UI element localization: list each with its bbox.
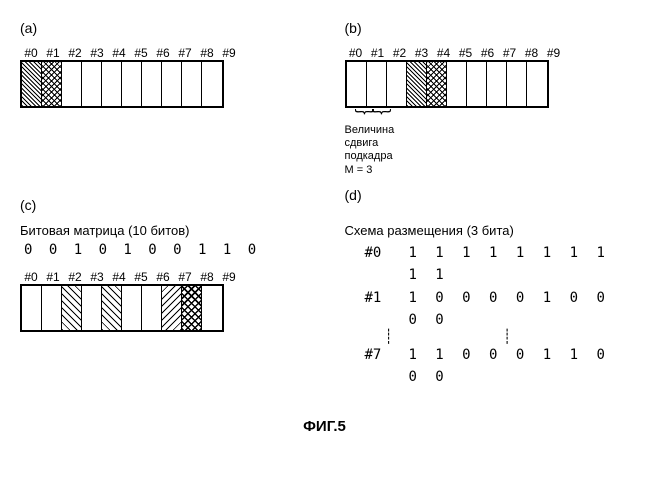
frame-label-7: #7 (499, 46, 521, 60)
panel-d: (d) Схема размещения (3 бита) #0 1 1 1 1… (345, 197, 630, 389)
frame-label-2: #2 (389, 46, 411, 60)
frame-cell-7 (162, 286, 182, 330)
frame-label-6: #6 (152, 270, 174, 284)
frame-cell-8 (182, 286, 202, 330)
frame-label-1: #1 (42, 46, 64, 60)
frame-label-8: #8 (521, 46, 543, 60)
vertical-dots-icon: ┊┊ (385, 333, 630, 341)
figure-grid: (a) #0#1#2#3#4#5#6#7#8#9 (b) #0#1#2#3#4#… (20, 20, 629, 388)
scheme-row-last: #7 1 1 0 0 0 1 1 0 0 0 (365, 344, 630, 389)
frame-cell-3 (82, 62, 102, 106)
frame-label-9: #9 (218, 270, 240, 284)
frame-label-4: #4 (108, 46, 130, 60)
panel-a-frame-row (20, 60, 224, 108)
panel-b-label: (b) (345, 20, 630, 36)
panel-b-frame-labels: #0#1#2#3#4#5#6#7#8#9 (345, 46, 630, 60)
frame-cell-9 (202, 286, 222, 330)
frame-label-3: #3 (86, 46, 108, 60)
frame-label-9: #9 (218, 46, 240, 60)
frame-label-5: #5 (455, 46, 477, 60)
panel-d-title: Схема размещения (3 бита) (345, 223, 630, 238)
frame-cell-3 (82, 286, 102, 330)
panel-c-frame-labels: #0#1#2#3#4#5#6#7#8#9 (20, 270, 305, 284)
panel-c: (c) Битовая матрица (10 битов) 0 0 1 0 1… (20, 197, 305, 389)
scheme-val-0: 1 1 1 1 1 1 1 1 1 1 (408, 242, 629, 287)
frame-cell-3 (407, 62, 427, 106)
frame-label-8: #8 (196, 270, 218, 284)
frame-label-4: #4 (433, 46, 455, 60)
frame-cell-6 (142, 286, 162, 330)
frame-label-7: #7 (174, 270, 196, 284)
brace-text-2: сдвига (345, 137, 630, 150)
frame-label-7: #7 (174, 46, 196, 60)
frame-label-2: #2 (64, 46, 86, 60)
frame-cell-0 (347, 62, 367, 106)
panel-c-label: (c) (20, 197, 305, 213)
frame-cell-6 (142, 62, 162, 106)
frame-cell-7 (487, 62, 507, 106)
frame-label-6: #6 (477, 46, 499, 60)
panel-c-bitstring: 0 0 1 0 1 0 0 1 1 0 (24, 242, 305, 258)
frame-label-5: #5 (130, 46, 152, 60)
frame-cell-4 (102, 286, 122, 330)
brace-text-3: подкадра (345, 150, 630, 163)
frame-label-1: #1 (367, 46, 389, 60)
scheme-val-last: 1 1 0 0 0 1 1 0 0 0 (408, 344, 629, 389)
scheme-key-last: #7 (365, 344, 391, 389)
panel-a: (a) #0#1#2#3#4#5#6#7#8#9 (20, 20, 305, 177)
frame-cell-5 (122, 62, 142, 106)
frame-label-0: #0 (345, 46, 367, 60)
frame-cell-5 (447, 62, 467, 106)
frame-cell-2 (387, 62, 407, 106)
panel-a-label: (a) (20, 20, 305, 36)
frame-label-3: #3 (411, 46, 433, 60)
frame-cell-0 (22, 62, 42, 106)
frame-cell-8 (507, 62, 527, 106)
frame-cell-2 (62, 62, 82, 106)
frame-label-4: #4 (108, 270, 130, 284)
figure-caption: ФИГ.5 (20, 418, 629, 435)
frame-label-0: #0 (20, 270, 42, 284)
frame-cell-7 (162, 62, 182, 106)
frame-cell-4 (102, 62, 122, 106)
panel-b-frame-row (345, 60, 549, 108)
frame-cell-5 (122, 286, 142, 330)
panel-b: (b) #0#1#2#3#4#5#6#7#8#9 ︸︸ Величина сдв… (345, 20, 630, 177)
frame-label-5: #5 (130, 270, 152, 284)
frame-cell-1 (42, 286, 62, 330)
scheme-key-1: #1 (365, 287, 391, 332)
brace-text-1: Величина (345, 124, 630, 137)
scheme-table: #0 1 1 1 1 1 1 1 1 1 1 #1 1 0 0 0 0 1 0 … (365, 242, 630, 389)
frame-label-6: #6 (152, 46, 174, 60)
frame-cell-2 (62, 286, 82, 330)
frame-label-3: #3 (86, 270, 108, 284)
panel-d-label: (d) (345, 187, 630, 203)
frame-cell-9 (202, 62, 222, 106)
scheme-key-0: #0 (365, 242, 391, 287)
scheme-row-1: #1 1 0 0 0 0 1 0 0 0 0 (365, 287, 630, 332)
panel-a-frame-labels: #0#1#2#3#4#5#6#7#8#9 (20, 46, 305, 60)
scheme-val-1: 1 0 0 0 0 1 0 0 0 0 (408, 287, 629, 332)
frame-cell-9 (527, 62, 547, 106)
panel-c-frame-row (20, 284, 224, 332)
frame-cell-0 (22, 286, 42, 330)
frame-label-0: #0 (20, 46, 42, 60)
frame-label-2: #2 (64, 270, 86, 284)
brace-text-4: M = 3 (345, 164, 630, 177)
frame-cell-6 (467, 62, 487, 106)
brace-icon: ︸︸ (355, 112, 630, 124)
frame-cell-8 (182, 62, 202, 106)
frame-cell-1 (367, 62, 387, 106)
frame-cell-1 (42, 62, 62, 106)
panel-b-brace: ︸︸ Величина сдвига подкадра M = 3 (345, 112, 630, 177)
panel-c-title: Битовая матрица (10 битов) (20, 223, 305, 238)
frame-label-8: #8 (196, 46, 218, 60)
scheme-row-0: #0 1 1 1 1 1 1 1 1 1 1 (365, 242, 630, 287)
frame-label-9: #9 (543, 46, 565, 60)
frame-label-1: #1 (42, 270, 64, 284)
frame-cell-4 (427, 62, 447, 106)
